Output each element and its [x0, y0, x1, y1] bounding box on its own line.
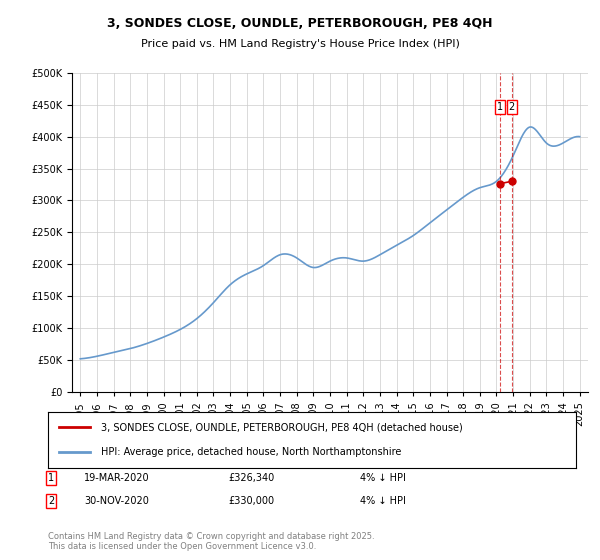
- Text: 4% ↓ HPI: 4% ↓ HPI: [360, 496, 406, 506]
- Text: Contains HM Land Registry data © Crown copyright and database right 2025.
This d: Contains HM Land Registry data © Crown c…: [48, 532, 374, 552]
- Text: £330,000: £330,000: [228, 496, 274, 506]
- Text: 19-MAR-2020: 19-MAR-2020: [84, 473, 149, 483]
- Text: HPI: Average price, detached house, North Northamptonshire: HPI: Average price, detached house, Nort…: [101, 447, 401, 457]
- Text: Price paid vs. HM Land Registry's House Price Index (HPI): Price paid vs. HM Land Registry's House …: [140, 39, 460, 49]
- Text: 1: 1: [48, 473, 54, 483]
- Text: £326,340: £326,340: [228, 473, 274, 483]
- Text: 1: 1: [497, 101, 503, 111]
- Text: 2: 2: [508, 101, 515, 111]
- Text: 3, SONDES CLOSE, OUNDLE, PETERBOROUGH, PE8 4QH: 3, SONDES CLOSE, OUNDLE, PETERBOROUGH, P…: [107, 17, 493, 30]
- Text: 2: 2: [48, 496, 54, 506]
- Text: 3, SONDES CLOSE, OUNDLE, PETERBOROUGH, PE8 4QH (detached house): 3, SONDES CLOSE, OUNDLE, PETERBOROUGH, P…: [101, 422, 463, 432]
- Text: 30-NOV-2020: 30-NOV-2020: [84, 496, 149, 506]
- Text: 4% ↓ HPI: 4% ↓ HPI: [360, 473, 406, 483]
